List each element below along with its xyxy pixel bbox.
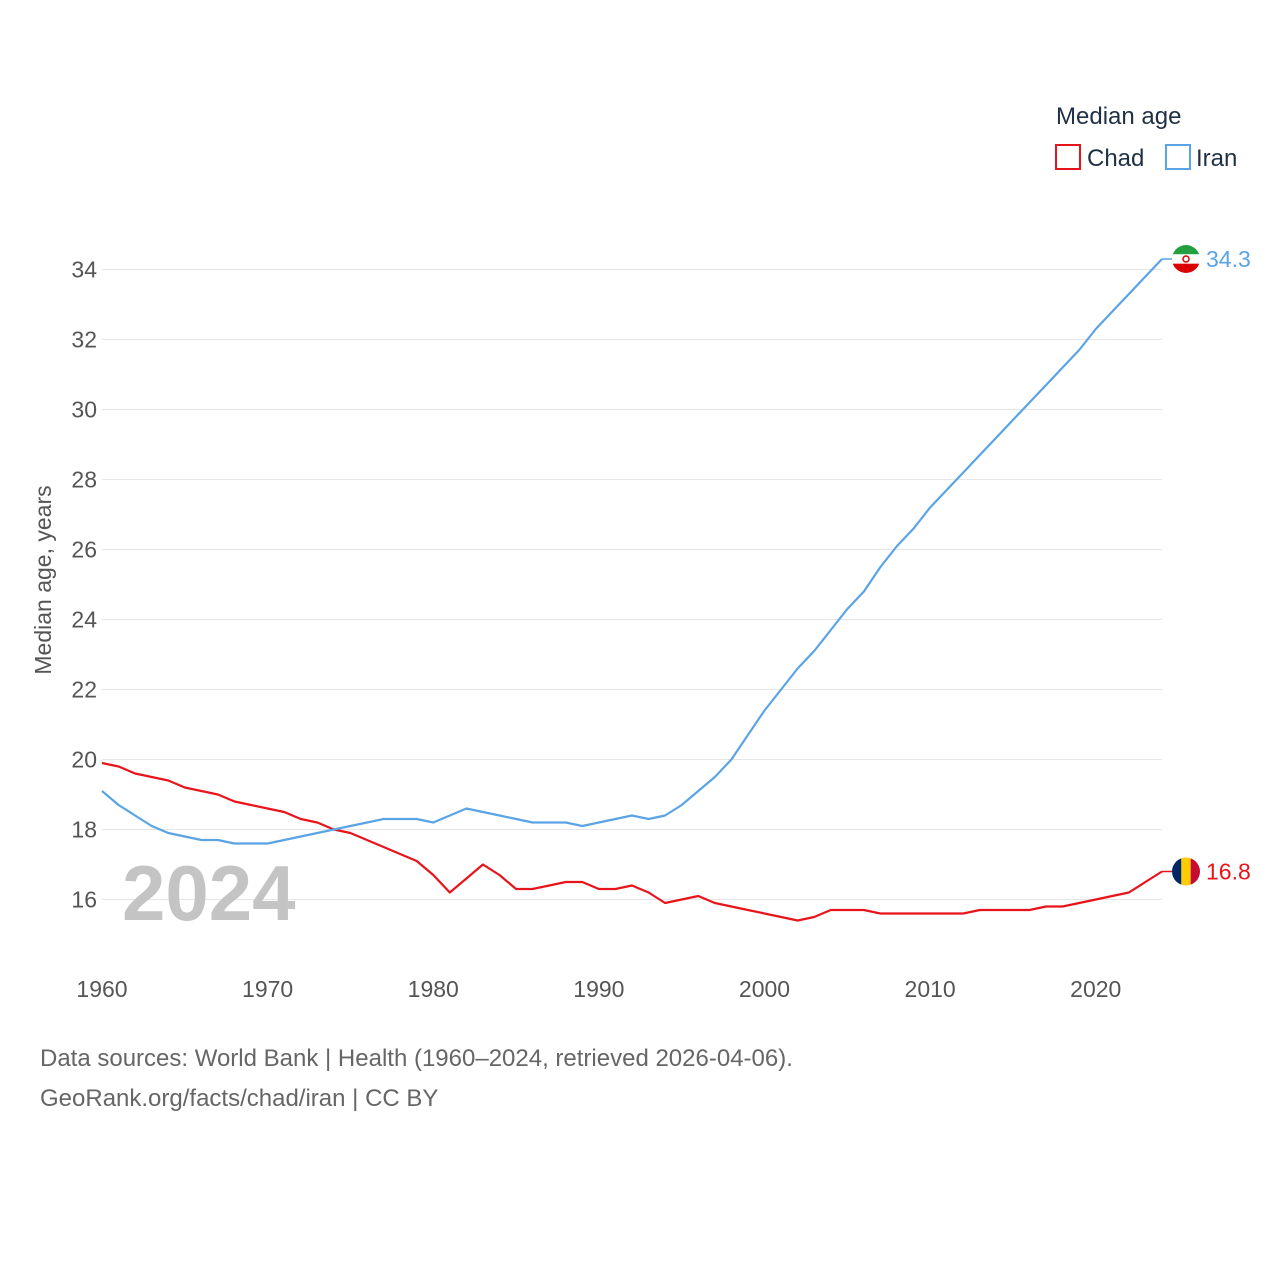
series-end-labels: 16.8 34.3 <box>1162 245 1251 886</box>
series-line-chad[interactable] <box>101 761 1163 922</box>
x-tick-label: 2000 <box>739 976 790 1002</box>
x-tick-label: 1970 <box>242 976 293 1002</box>
iran-flag-icon <box>1172 245 1200 273</box>
legend-label-iran[interactable]: Iran <box>1196 145 1237 172</box>
y-tick-label: 32 <box>71 327 97 353</box>
y-axis-label: Median age, years <box>30 485 56 674</box>
legend-swatch-chad[interactable] <box>1055 144 1081 170</box>
y-axis: 16 18 20 22 24 26 28 30 32 34 <box>71 257 97 913</box>
x-tick-label: 1990 <box>573 976 624 1002</box>
series-lines <box>101 258 1163 922</box>
y-tick-label: 30 <box>71 397 97 423</box>
y-tick-label: 24 <box>71 607 97 633</box>
x-axis: 1960 1970 1980 1990 2000 2010 2020 <box>76 976 1121 1002</box>
source-text: Data sources: World Bank | Health (1960–… <box>40 1045 793 1072</box>
legend-title: Median age <box>1056 103 1181 130</box>
x-tick-label: 1980 <box>408 976 459 1002</box>
year-label: 2024 <box>122 849 296 937</box>
y-tick-label: 16 <box>71 887 97 913</box>
y-tick-label: 20 <box>71 747 97 773</box>
end-value-label-chad: 16.8 <box>1206 859 1251 885</box>
series-line-iran[interactable] <box>101 258 1163 845</box>
y-tick-label: 26 <box>71 537 97 563</box>
grid <box>102 269 1162 900</box>
x-tick-label: 2010 <box>905 976 956 1002</box>
chad-flag-icon <box>1172 857 1200 886</box>
legend-swatch-iran[interactable] <box>1165 144 1191 170</box>
credit-text: GeoRank.org/facts/chad/iran | CC BY <box>40 1085 439 1112</box>
y-tick-label: 22 <box>71 677 97 703</box>
legend-label-chad[interactable]: Chad <box>1087 145 1144 172</box>
y-tick-label: 34 <box>71 257 97 283</box>
legend: Median age Chad Iran <box>1055 103 1237 172</box>
y-tick-label: 18 <box>71 817 97 843</box>
x-tick-label: 1960 <box>76 976 127 1002</box>
y-tick-label: 28 <box>71 467 97 493</box>
end-value-label-iran: 34.3 <box>1206 246 1251 272</box>
x-tick-label: 2020 <box>1070 976 1121 1002</box>
